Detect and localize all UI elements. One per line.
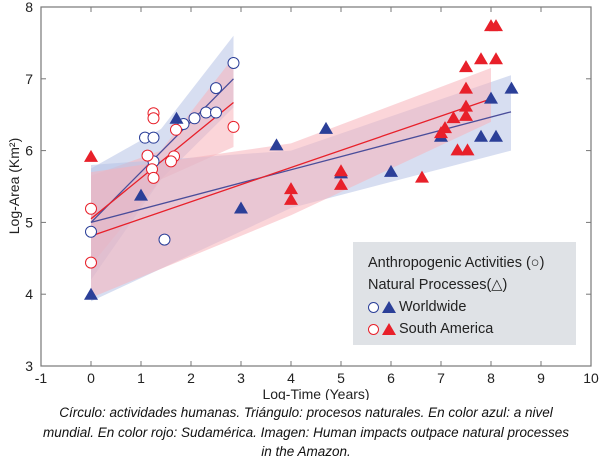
caption: Círculo: actividades humanas. Triángulo:… (0, 403, 612, 462)
triangle-data-point (459, 81, 473, 94)
y-tick-label: 4 (25, 286, 33, 302)
triangle-data-point (459, 99, 473, 112)
triangle-data-point (134, 188, 148, 201)
triangle-data-point (284, 182, 298, 195)
triangle-data-point (474, 52, 488, 65)
legend-natural: Natural Processes(△) (368, 277, 508, 293)
triangle-data-point (438, 121, 452, 134)
triangle-data-point (334, 164, 348, 177)
triangle-data-point (319, 121, 333, 134)
triangle-data-point (504, 81, 519, 94)
circle-data-point (147, 131, 160, 144)
circle-data-point (188, 112, 201, 125)
triangle-data-point (384, 164, 398, 177)
circle-data-point (85, 202, 97, 215)
legend: Anthropogenic Activities (○) Natural Pro… (353, 242, 576, 345)
y-axis-label: Log-Area (Km²) (6, 138, 22, 234)
triangle-data-point (269, 138, 284, 151)
triangle-marker-icon (382, 323, 396, 335)
triangle-data-point (489, 129, 503, 142)
circle-data-point (227, 57, 240, 70)
circle-data-point (141, 149, 154, 162)
triangle-data-point (334, 177, 348, 190)
x-tick-label: 0 (87, 370, 95, 386)
triangle-data-point (415, 170, 429, 183)
caption-line: mundial. En color rojo: Sudamérica. Imag… (42, 424, 569, 440)
triangle-data-point (169, 111, 184, 124)
y-tick-label: 7 (25, 71, 33, 87)
x-tick-label: 5 (337, 370, 345, 386)
caption-line: Círculo: actividades humanas. Triángulo:… (59, 405, 553, 420)
triangle-data-point (474, 129, 488, 142)
x-tick-label: 7 (437, 370, 445, 386)
triangle-data-point (459, 108, 473, 121)
circle-data-point (85, 225, 97, 238)
legend-south-america-label: South America (399, 321, 494, 337)
triangle-data-point (460, 143, 475, 156)
triangle-data-point (84, 149, 98, 162)
x-tick-label: 2 (187, 370, 195, 386)
scatter-chart: -1 0 1 2 3 4 5 6 7 8 9 10 3 4 5 6 7 8 Log-Time (Years) Lo… (6, 0, 599, 400)
triangle-data-point (234, 201, 248, 214)
circle-data-point (158, 233, 171, 246)
triangle-data-point (84, 287, 98, 300)
y-tick-label: 3 (25, 358, 33, 374)
circle-data-point (165, 155, 177, 168)
triangle-data-point (459, 60, 473, 73)
circle-data-point (210, 82, 222, 95)
plot-frame (40, 6, 592, 367)
caption-line: in the Amazon. (261, 444, 351, 459)
circle-data-point (200, 106, 212, 119)
circle-data-point (170, 123, 182, 136)
circle-data-point (147, 112, 160, 125)
x-axis-label: Log-Time (Years) (262, 386, 369, 400)
regression-line (90, 101, 234, 220)
triangle-data-point (489, 19, 503, 32)
legend-worldwide: Worldwide (368, 296, 576, 318)
y-tick-label: 5 (25, 214, 33, 230)
x-tick-label: 8 (487, 370, 495, 386)
x-tick-label: 4 (287, 370, 295, 386)
x-tick-label: 9 (537, 370, 545, 386)
circle-data-point (210, 106, 222, 119)
circle-marker-icon (368, 301, 379, 313)
triangle-data-point (284, 192, 298, 205)
y-tick-label: 6 (25, 143, 33, 159)
circle-data-point (85, 256, 97, 269)
x-tick-label: 6 (387, 370, 395, 386)
x-tick-label: 3 (237, 370, 245, 386)
legend-anthropogenic: Anthropogenic Activities (○) (368, 255, 545, 271)
triangle-data-point (450, 143, 465, 156)
x-tick-label: 1 (137, 370, 145, 386)
triangle-data-point (446, 111, 461, 124)
triangle-marker-icon (382, 301, 396, 313)
x-tick-label: -1 (35, 370, 48, 386)
circle-marker-icon (368, 323, 379, 335)
x-tick-label: 10 (583, 370, 599, 386)
circle-data-point (147, 171, 160, 184)
legend-worldwide-label: Worldwide (399, 299, 467, 315)
triangle-data-point (489, 52, 503, 65)
y-tick-label: 8 (25, 0, 33, 15)
triangle-data-point (484, 91, 498, 104)
circle-data-point (227, 120, 240, 133)
regression-line (90, 98, 492, 237)
legend-south-america: South America (368, 318, 576, 340)
regression-line (90, 78, 234, 223)
